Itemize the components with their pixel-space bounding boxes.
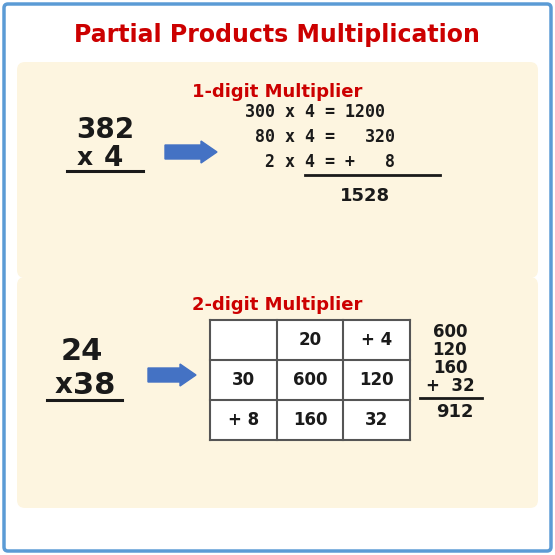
- Text: + 4: + 4: [361, 331, 392, 349]
- Text: 300 x 4 = 1200: 300 x 4 = 1200: [245, 103, 385, 121]
- Text: 1-digit Multiplier: 1-digit Multiplier: [192, 83, 362, 101]
- FancyBboxPatch shape: [4, 4, 551, 551]
- Text: 2 x 4 = +   8: 2 x 4 = + 8: [245, 153, 395, 171]
- Text: 38: 38: [73, 371, 115, 400]
- FancyBboxPatch shape: [17, 62, 538, 278]
- Text: 80 x 4 =   320: 80 x 4 = 320: [245, 128, 395, 146]
- Text: 2-digit Multiplier: 2-digit Multiplier: [192, 296, 362, 314]
- Text: 600: 600: [292, 371, 327, 389]
- Text: 120: 120: [359, 371, 394, 389]
- Text: Partial Products Multiplication: Partial Products Multiplication: [74, 23, 480, 47]
- Text: 382: 382: [76, 116, 134, 144]
- FancyBboxPatch shape: [17, 277, 538, 508]
- Text: 912: 912: [436, 403, 474, 421]
- Text: 30: 30: [232, 371, 255, 389]
- Text: 32: 32: [365, 411, 388, 429]
- Text: 160: 160: [433, 359, 467, 377]
- Text: 600: 600: [433, 323, 467, 341]
- Text: +  32: + 32: [426, 377, 475, 395]
- Text: x: x: [55, 371, 73, 399]
- Text: 120: 120: [433, 341, 467, 359]
- Text: 24: 24: [61, 337, 103, 366]
- Text: 4: 4: [103, 144, 123, 172]
- FancyArrow shape: [148, 364, 196, 386]
- Text: 1528: 1528: [340, 187, 390, 205]
- Text: + 8: + 8: [228, 411, 259, 429]
- Text: 20: 20: [299, 331, 321, 349]
- Bar: [210, 320, 410, 440]
- Text: x: x: [77, 146, 93, 170]
- Text: 160: 160: [292, 411, 327, 429]
- FancyArrow shape: [165, 141, 217, 163]
